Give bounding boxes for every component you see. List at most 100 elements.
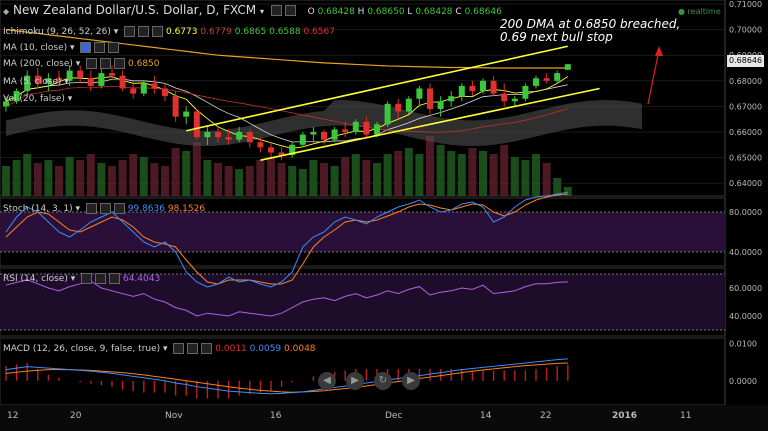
- volume-bar: [55, 166, 63, 196]
- volume-bar: [436, 145, 445, 196]
- volume-bar: [224, 166, 233, 196]
- time-tick-label: 2016: [612, 411, 637, 421]
- candle-body: [437, 101, 444, 109]
- candle-body: [299, 134, 306, 145]
- ichimoku-legend[interactable]: Ichimoku (9, 26, 52, 26) ▾ 0.6773 0.6779…: [3, 26, 335, 37]
- ichimoku-cloud: [6, 100, 642, 147]
- volume-bar: [12, 160, 21, 196]
- candle-body: [24, 75, 31, 92]
- time-tick-label: 16: [270, 411, 282, 421]
- volume-bar: [235, 169, 244, 196]
- channel-upper-line: [186, 45, 568, 132]
- time-tick-label: Nov: [165, 411, 183, 421]
- high-value: 0.68650: [367, 7, 405, 17]
- ma5-legend[interactable]: MA (5, close) ▾: [3, 77, 69, 87]
- volume-bar: [489, 154, 498, 196]
- time-tick-label: Dec: [385, 411, 402, 421]
- volume-legend[interactable]: Vol (20, false) ▾: [3, 94, 73, 104]
- candle-body: [490, 80, 497, 94]
- projection-arrow: [647, 49, 660, 105]
- volume-bar: [129, 154, 138, 196]
- reset-button[interactable]: ↻: [374, 372, 392, 390]
- volume-bar: [457, 154, 466, 196]
- candle-body: [236, 132, 243, 140]
- macd-line: [5, 358, 568, 395]
- rsi-tick-label: 40.0000: [729, 312, 762, 321]
- time-tick-label: 12: [7, 411, 18, 421]
- price-tick-label: 0.68000: [729, 77, 762, 86]
- candle-body: [87, 78, 94, 86]
- realtime-badge: ● realtime: [678, 7, 721, 16]
- candle-body: [416, 88, 423, 99]
- rsi-legend[interactable]: RSI (14, close) ▾ 64.4043: [3, 273, 161, 284]
- price-tick-label: 0.70000: [729, 26, 762, 35]
- stoch-band: [0, 212, 725, 252]
- candle-body: [98, 73, 105, 86]
- ma200-legend[interactable]: MA (200, close) ▾ 0.6850: [3, 58, 160, 69]
- volume-bar: [182, 151, 191, 196]
- volume-bar: [320, 163, 328, 196]
- scroll-left-button[interactable]: ◀: [318, 372, 336, 390]
- projection-arrowhead: [655, 46, 663, 56]
- volume-bar: [521, 160, 530, 196]
- time-tick-label: 20: [70, 411, 82, 421]
- volume-bar: [500, 145, 509, 196]
- rsi-line: [5, 279, 568, 317]
- volume-bar: [23, 154, 32, 196]
- open-value: 0.68428: [317, 7, 355, 17]
- volume-bar: [118, 160, 127, 196]
- chart-title-row: ◆ New Zealand Dollar/U.S. Dollar, D, FXC…: [3, 3, 502, 17]
- volume-bar: [267, 157, 275, 196]
- price-tick-label: 0.65000: [729, 154, 762, 163]
- macd-legend[interactable]: MACD (12, 26, close, 9, false, true) ▾ 0…: [3, 343, 316, 354]
- volume-bar: [298, 169, 307, 196]
- candle-body: [469, 85, 476, 92]
- rsi-tick-label: 60.0000: [729, 284, 762, 293]
- close-button[interactable]: [284, 5, 296, 16]
- kijun-line: [5, 85, 568, 133]
- chevron-down-icon[interactable]: ◆: [3, 7, 10, 16]
- volume-bar: [341, 157, 350, 196]
- volume-bar: [108, 166, 116, 196]
- candle-body: [56, 78, 62, 81]
- chevron-down-icon[interactable]: ▾: [259, 7, 264, 16]
- settings-button[interactable]: [270, 5, 282, 16]
- volume-bar: [65, 157, 74, 196]
- macd-signal-line: [5, 362, 568, 393]
- stoch-tick-label: 80.0000: [729, 208, 762, 217]
- candle-body: [246, 132, 253, 143]
- candle-body: [427, 88, 433, 109]
- candle-body: [374, 124, 380, 135]
- candle-body: [458, 85, 465, 97]
- stoch-legend[interactable]: Stoch (14, 3, 1) ▾ 99.8636 98.1526: [3, 203, 206, 214]
- candle-body: [77, 70, 84, 79]
- volume-bar: [309, 160, 318, 196]
- candle-body: [193, 111, 200, 138]
- volume-bar: [288, 166, 297, 196]
- volume-bar: [479, 151, 487, 196]
- ma10-legend[interactable]: MA (10, close) ▾: [3, 42, 120, 54]
- volume-bar: [161, 166, 169, 196]
- volume-bar: [394, 151, 403, 196]
- candle-body: [257, 142, 264, 148]
- candle-body: [363, 121, 370, 135]
- candle-body: [395, 103, 402, 112]
- scroll-right-button[interactable]: ▶: [346, 372, 364, 390]
- candle-body: [331, 129, 338, 140]
- candle-body: [140, 83, 147, 94]
- time-axis: [0, 405, 768, 431]
- candle-body: [183, 111, 190, 117]
- candle-body: [109, 73, 115, 76]
- play-button[interactable]: ▶: [402, 372, 420, 390]
- candle-body: [554, 73, 561, 81]
- candle-body: [310, 132, 317, 135]
- time-tick-label: 11: [680, 411, 691, 421]
- volume-bar: [277, 163, 286, 196]
- candle-body: [3, 101, 9, 107]
- candle-body: [204, 132, 211, 138]
- candle-body: [321, 132, 327, 140]
- candle-body: [522, 85, 529, 99]
- volume-bar: [383, 154, 392, 196]
- volume-bar: [510, 157, 519, 196]
- candle-body: [130, 88, 137, 94]
